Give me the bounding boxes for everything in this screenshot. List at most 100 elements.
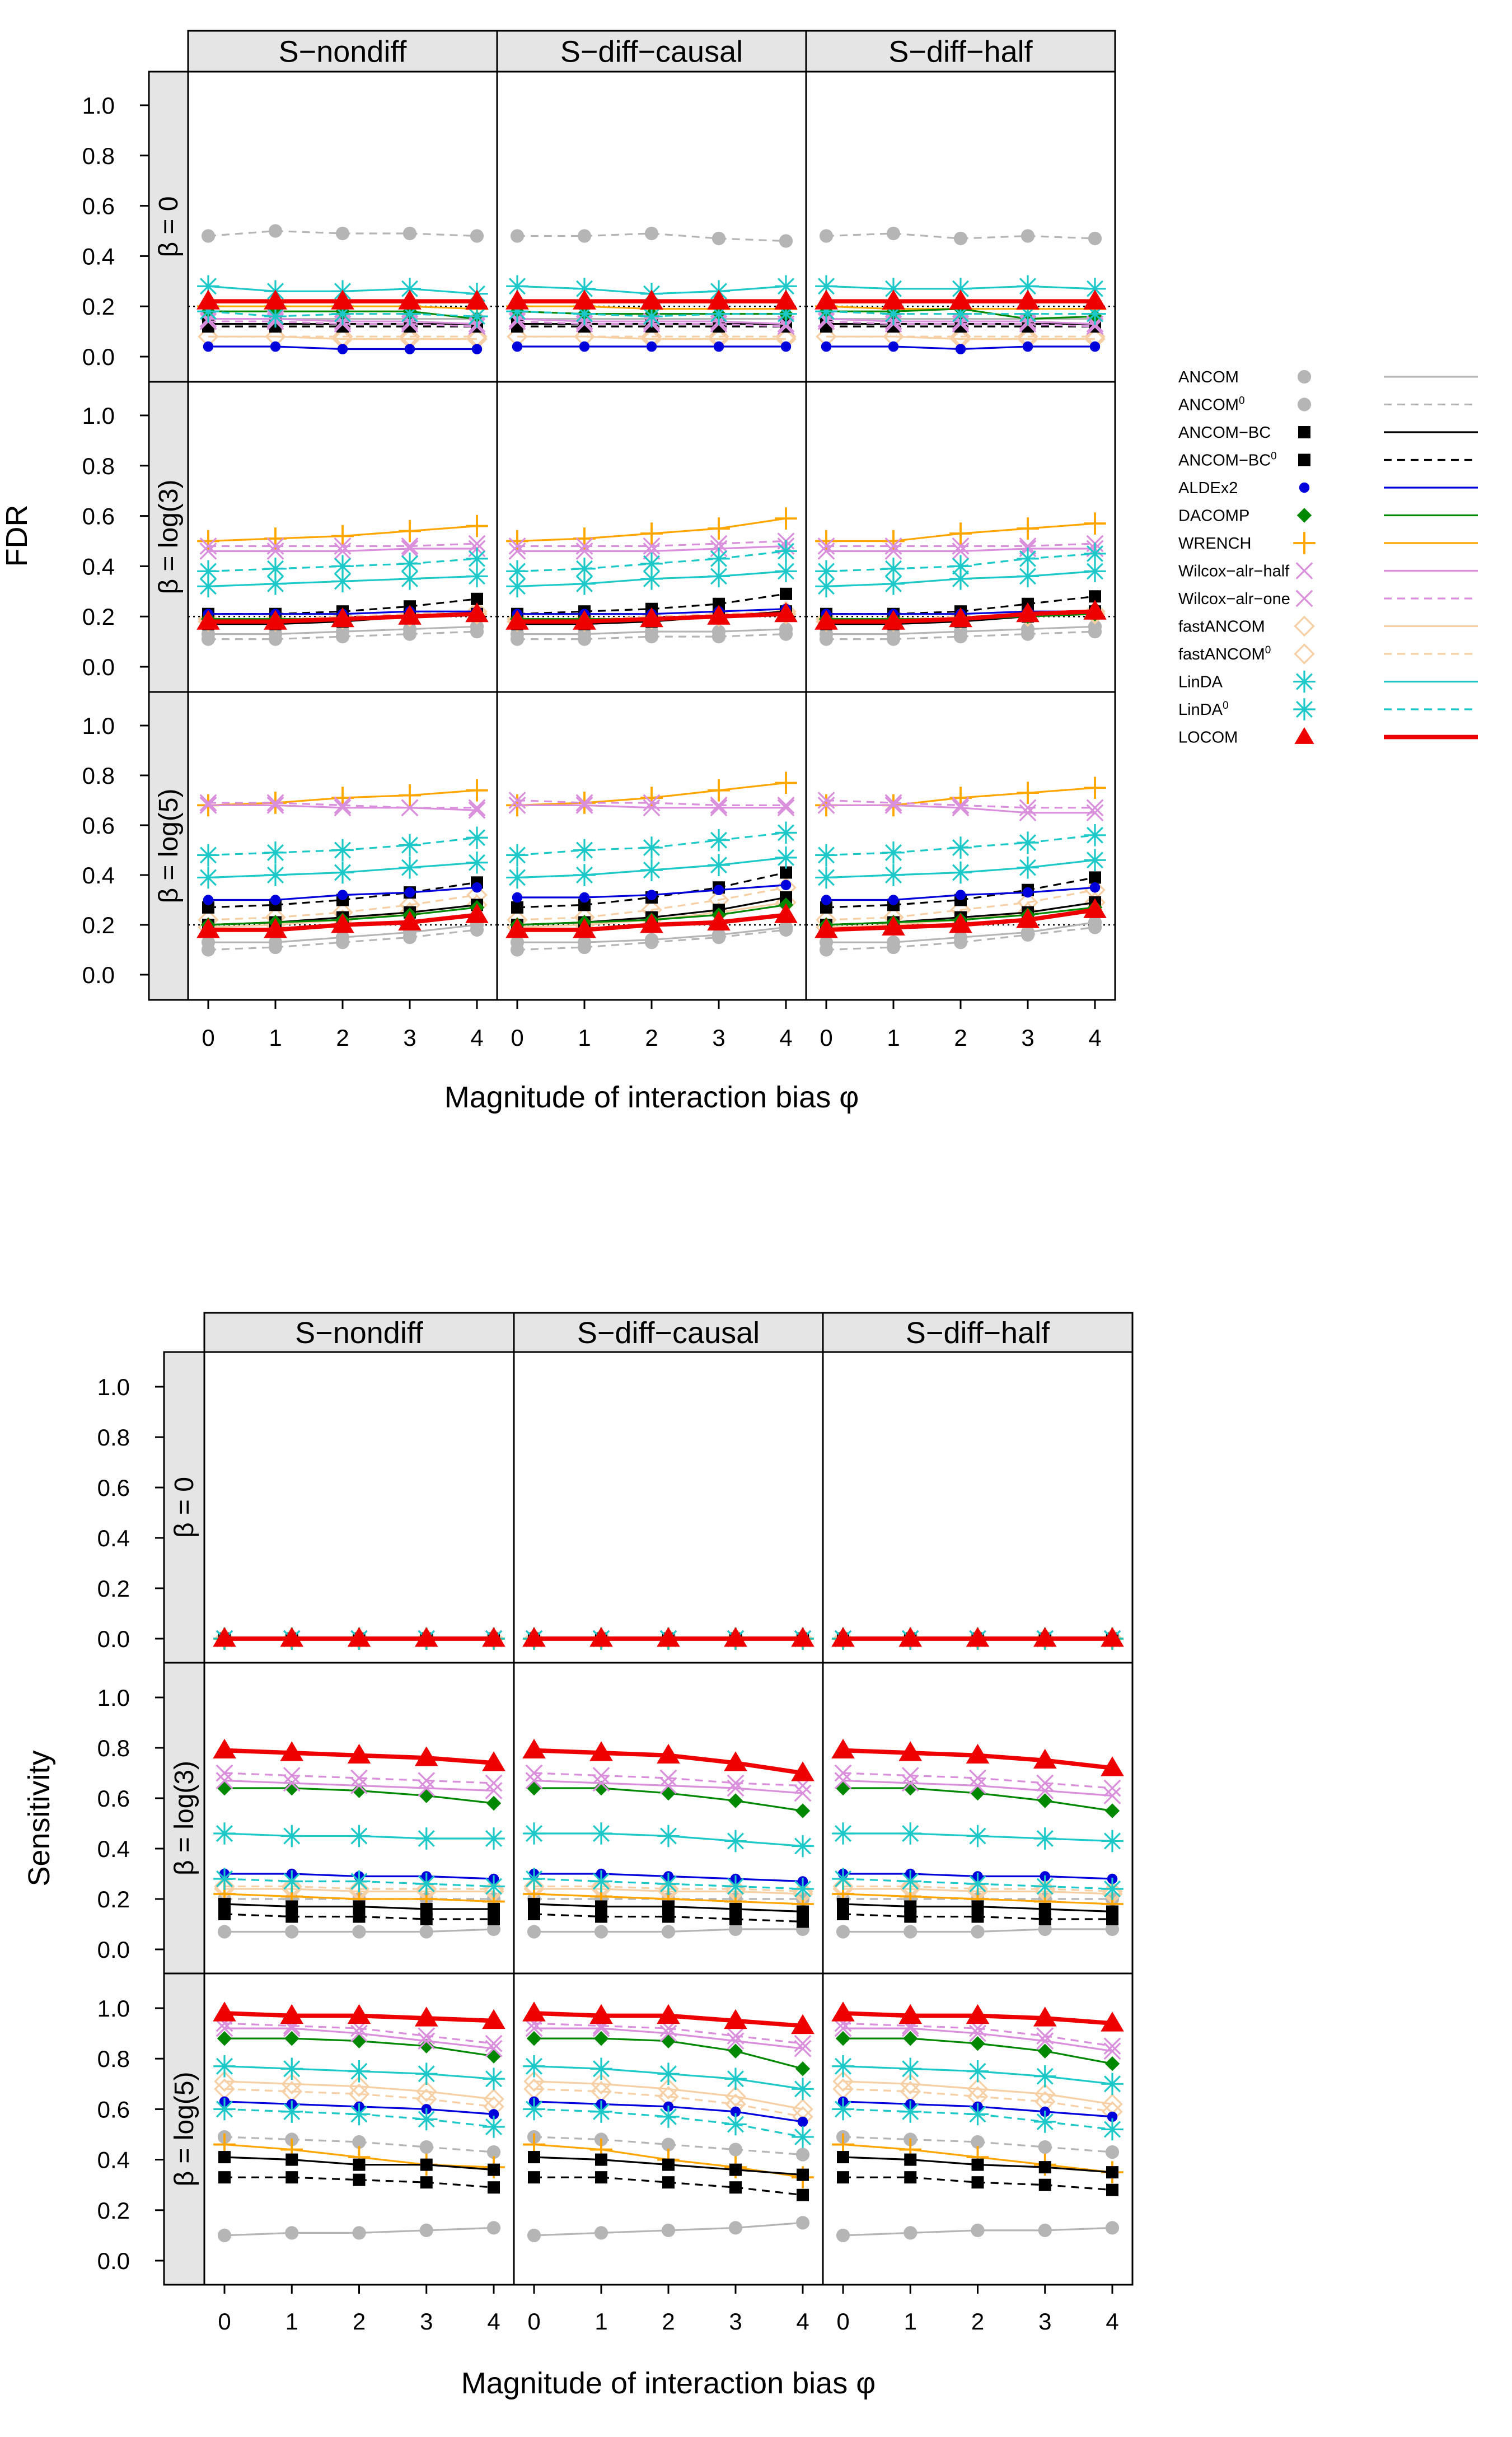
data-point-ANCOM-BC xyxy=(797,1905,809,1918)
data-point-ANCOM-BC xyxy=(528,2151,540,2164)
data-point-LOCOM xyxy=(482,1627,505,1647)
legend-item-fastANCOM0: fastANCOM0 xyxy=(1178,643,1478,665)
series-Wilcox-alr-one xyxy=(817,792,1104,817)
data-point-LinDA xyxy=(523,2055,545,2078)
y-tick-label: 0.2 xyxy=(82,293,115,320)
legend-marker-ALDEx2 xyxy=(1299,482,1310,493)
series-Wilcox-alr-one xyxy=(508,532,795,555)
series-line-fastANCOM xyxy=(533,2080,803,2110)
data-point-ANCOM-BC0 xyxy=(971,2176,984,2189)
data-point-LinDA xyxy=(197,575,219,598)
y-tick-label: 0.0 xyxy=(97,1936,130,1963)
series-Wilcox-alr-one xyxy=(216,2014,503,2052)
data-point-LinDA xyxy=(348,2060,371,2083)
legend-item-LinDA: LinDA xyxy=(1178,670,1478,693)
data-point-LinDA0 xyxy=(506,844,528,867)
data-point-ANCOM0 xyxy=(402,627,417,641)
data-point-LinDA xyxy=(523,1822,545,1845)
data-point-LinDA0 xyxy=(775,302,797,325)
y-axis-title: Sensitivity xyxy=(22,1750,56,1886)
data-point-LinDA xyxy=(966,2060,989,2083)
data-point-DACOMP xyxy=(352,1783,367,1798)
legend-item-Wilcox-alr-half: Wilcox−alr−half xyxy=(1178,562,1478,581)
series-LinDA0 xyxy=(832,2098,1124,2141)
data-point-LinDA xyxy=(506,866,528,889)
data-point-fastANCOM xyxy=(591,2073,612,2095)
data-point-LOCOM xyxy=(505,289,529,310)
data-point-LinDA0 xyxy=(708,548,730,570)
legend-marker-Wilcox-alr-half xyxy=(1295,562,1313,579)
data-point-LinDA xyxy=(466,565,488,588)
data-point-ANCOM-BC xyxy=(353,1900,366,1913)
x-tick-label: 2 xyxy=(971,2308,984,2335)
data-point-ANCOM0 xyxy=(644,226,659,241)
data-point-LinDA0 xyxy=(708,302,730,325)
data-point-LinDA0 xyxy=(899,2101,922,2123)
data-point-ANCOM-BC0 xyxy=(488,2181,500,2194)
data-point-ALDEx2 xyxy=(337,890,348,900)
data-point-DACOMP xyxy=(835,1780,851,1796)
data-point-ANCOM-BC0 xyxy=(971,1910,984,1923)
data-point-LinDA xyxy=(708,854,730,876)
data-point-LinDA xyxy=(640,568,663,590)
data-point-LinDA0 xyxy=(590,2101,612,2123)
data-point-LOCOM xyxy=(1101,1627,1124,1647)
series-ANCOM-BC0 xyxy=(218,2171,500,2194)
data-point-ANCOM-BC0 xyxy=(202,901,214,914)
series-ANCOM-BC0 xyxy=(528,2171,809,2201)
series-LOCOM xyxy=(196,903,489,938)
panel-r1-c0 xyxy=(187,381,498,693)
data-point-ANCOM0 xyxy=(510,632,525,646)
y-tick-label: 0.8 xyxy=(97,1735,130,1761)
data-point-LinDA xyxy=(415,2062,438,2085)
data-point-LOCOM xyxy=(949,607,972,628)
row-strip-label-0: β = 0 xyxy=(170,1477,199,1538)
series-DACOMP xyxy=(526,2031,811,2076)
column-strip-label-0: S−nondiff xyxy=(295,1316,424,1350)
data-point-ALDEx2 xyxy=(646,341,657,352)
data-point-LinDA0 xyxy=(1084,302,1106,325)
data-point-ANCOM0 xyxy=(470,229,484,243)
series-LOCOM xyxy=(213,1738,505,1771)
data-point-ANCOM-BC0 xyxy=(595,1910,607,1923)
data-point-ANCOM0 xyxy=(335,630,350,644)
data-point-fastANCOM xyxy=(348,2076,370,2097)
data-point-Wilcox-alr-half xyxy=(485,1782,503,1799)
data-point-LOCOM xyxy=(831,1627,855,1647)
data-point-ANCOM0 xyxy=(886,632,901,646)
data-point-ANCOM-BC xyxy=(1038,1903,1051,1915)
data-point-ANCOM-BC0 xyxy=(729,2181,742,2194)
series-line-fastANCOM0 xyxy=(224,2088,494,2108)
data-point-LOCOM xyxy=(724,1627,747,1647)
y-tick-label: 0.2 xyxy=(82,912,115,938)
series-LinDA0 xyxy=(523,2098,814,2148)
legend-item-fastANCOM: fastANCOM xyxy=(1178,615,1478,637)
series-LOCOM xyxy=(505,602,798,630)
data-point-ANCOM-BC0 xyxy=(1089,590,1101,603)
series-ANCOM xyxy=(217,2221,501,2242)
data-point-ANCOM-BC xyxy=(285,1900,298,1913)
series-LOCOM xyxy=(213,1627,505,1647)
series-LinDA xyxy=(213,1822,505,1850)
data-point-LinDA xyxy=(466,851,488,874)
data-point-LinDA0 xyxy=(640,553,663,575)
data-point-LinDA xyxy=(882,864,905,886)
data-point-ANCOM0 xyxy=(201,632,216,646)
x-tick-label: 0 xyxy=(511,1025,523,1051)
data-point-ANCOM xyxy=(285,1925,299,1939)
data-point-Wilcox-alr-one xyxy=(884,794,902,812)
data-point-LOCOM xyxy=(196,610,220,630)
data-point-Wilcox-alr-half xyxy=(266,796,284,814)
data-point-Wilcox-alr-half xyxy=(592,1774,610,1792)
series-LinDA xyxy=(197,565,488,598)
data-point-ANCOM xyxy=(419,2223,433,2237)
column-strip-0 xyxy=(203,1312,515,1353)
data-point-ANCOM-BC0 xyxy=(904,1910,917,1923)
data-point-ALDEx2 xyxy=(955,890,966,900)
panel-r0-c1 xyxy=(513,1351,824,1664)
series-line-fastANCOM xyxy=(842,2080,1113,2105)
data-point-LinDA xyxy=(640,859,663,881)
data-point-WRENCH xyxy=(1017,517,1039,540)
data-point-ANCOM0 xyxy=(1021,627,1035,641)
data-point-Wilcox-alr-one xyxy=(592,1767,610,1784)
